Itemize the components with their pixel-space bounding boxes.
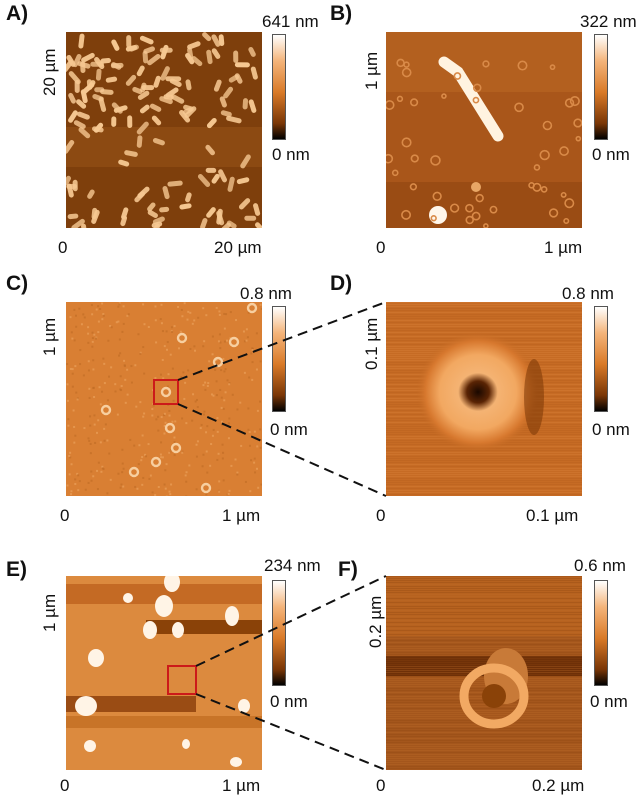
single-ring-topography-f xyxy=(386,576,582,770)
panel-c-label: C) xyxy=(6,272,29,295)
panel-d-label: D) xyxy=(330,272,353,295)
panel-f-y-axis-label: 0.2 µm xyxy=(366,595,385,648)
panel-a-colorbar xyxy=(272,34,286,140)
panel-b-x-axis-start: 0 xyxy=(376,238,386,257)
panel-c-scale-max: 0.8 nm xyxy=(240,284,292,303)
panel-e-y-axis-label: 1 µm xyxy=(40,593,59,632)
panel-a-scale-max: 641 nm xyxy=(262,12,319,31)
panel-a-label: A) xyxy=(6,2,29,25)
particle-topography xyxy=(386,32,582,228)
panel-d-afm-image xyxy=(386,302,582,496)
panel-b-colorbar xyxy=(594,34,608,140)
panel-e-x-axis-end: 1 µm xyxy=(222,776,261,795)
panel-b-scale-max: 322 nm xyxy=(580,12,637,31)
panel-c-afm-image xyxy=(66,302,262,496)
panel-e-afm-image xyxy=(66,576,262,770)
panel-f-scale-min: 0 nm xyxy=(590,692,628,711)
panel-c-y-axis-label: 1 µm xyxy=(40,317,59,356)
aggregate-topography xyxy=(66,576,262,770)
panel-e-x-axis-start: 0 xyxy=(60,776,70,795)
panel-f-afm-image xyxy=(386,576,582,770)
panel-f-scale-max: 0.6 nm xyxy=(574,556,626,575)
panel-c-x-axis-end: 1 µm xyxy=(222,506,261,525)
ring-topography-overview xyxy=(66,302,262,496)
panel-f-colorbar xyxy=(594,580,608,686)
panel-a-x-axis-end: 20 µm xyxy=(214,238,262,257)
panel-b-x-axis-end: 1 µm xyxy=(544,238,583,257)
panel-e-label: E) xyxy=(6,558,27,581)
panel-e-scale-max: 234 nm xyxy=(264,556,321,575)
panel-d-scale-max: 0.8 nm xyxy=(562,284,614,303)
panel-c-x-axis-start: 0 xyxy=(60,506,70,525)
panel-e-scale-min: 0 nm xyxy=(270,692,308,711)
panel-f-label: F) xyxy=(338,558,358,581)
panel-d-x-axis-end: 0.1 µm xyxy=(526,506,579,525)
single-ring-topography xyxy=(386,302,582,496)
panel-b-label: B) xyxy=(330,2,353,25)
panel-b-scale-min: 0 nm xyxy=(592,145,630,164)
panel-a-x-axis-start: 0 xyxy=(58,238,68,257)
panel-d-scale-min: 0 nm xyxy=(592,420,630,439)
panel-b-y-axis-label: 1 µm xyxy=(362,51,381,90)
panel-d-y-axis-label: 0.1 µm xyxy=(362,317,381,370)
panel-d-colorbar xyxy=(594,306,608,412)
panel-f-x-axis-end: 0.2 µm xyxy=(532,776,585,795)
panel-d-x-axis-start: 0 xyxy=(376,506,386,525)
panel-c-scale-min: 0 nm xyxy=(270,420,308,439)
inset-box-e xyxy=(167,665,197,695)
panel-c-colorbar xyxy=(272,306,286,412)
bacteria-topography xyxy=(66,32,262,228)
panel-a-scale-min: 0 nm xyxy=(272,145,310,164)
panel-f-x-axis-start: 0 xyxy=(376,776,386,795)
panel-e-colorbar xyxy=(272,580,286,686)
panel-a-afm-image xyxy=(66,32,262,228)
inset-box-c xyxy=(153,379,179,405)
panel-a-y-axis-label: 20 µm xyxy=(40,48,59,96)
panel-b-afm-image xyxy=(386,32,582,228)
